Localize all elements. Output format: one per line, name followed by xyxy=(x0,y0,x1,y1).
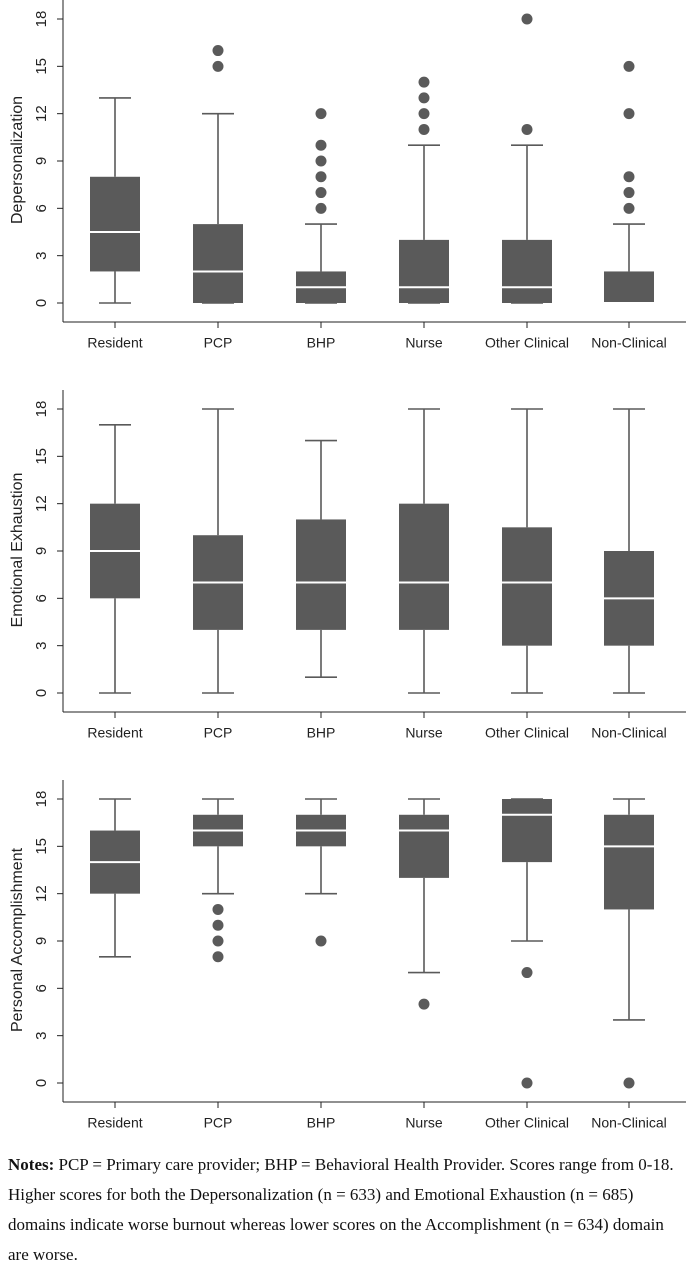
y-tick-label: 9 xyxy=(33,937,50,945)
y-tick-label: 3 xyxy=(33,641,50,649)
y-axis-title: Emotional Exhaustion xyxy=(9,473,26,628)
chart-panel-3: 0 3 6 9 12 15 18 Personal Accomplishment Residen… xyxy=(9,780,686,1131)
outlier-point xyxy=(315,108,327,120)
y-tick-label: 3 xyxy=(33,1031,50,1039)
y-tick-label: 18 xyxy=(33,791,50,808)
outlier-point xyxy=(315,935,327,947)
y-tick-label: 18 xyxy=(33,11,50,28)
outlier-point xyxy=(521,1077,533,1089)
x-tick-label: Nurse xyxy=(405,725,443,741)
chart-panel-2: 0 3 6 9 12 15 18 Emotional Exhaustion Resident PC… xyxy=(9,390,686,741)
y-tick-label: 0 xyxy=(33,1079,50,1087)
outlier-point xyxy=(521,967,533,979)
y-tick-label: 6 xyxy=(33,204,50,212)
box-iqr xyxy=(604,271,654,303)
y-axis-title: Personal Accomplishment xyxy=(9,847,26,1032)
y-tick-label: 12 xyxy=(33,885,50,902)
outlier-point xyxy=(212,903,224,915)
box-iqr xyxy=(604,814,654,910)
x-tick-label: Non-Clinical xyxy=(591,1115,666,1131)
y-tick-label: 0 xyxy=(33,299,50,307)
notes-label: Notes: xyxy=(8,1155,55,1174)
x-tick-label: PCP xyxy=(204,725,233,741)
y-tick-label: 18 xyxy=(33,401,50,418)
y-axis-title: Depersonalization xyxy=(9,96,26,224)
y-tick-label: 15 xyxy=(33,58,50,75)
box-plot-figure: 0 3 6 9 12 15 18 Depersonalization Resident PCP BH… xyxy=(9,0,686,1131)
outlier-point xyxy=(418,76,430,88)
outlier-point xyxy=(623,1077,635,1089)
y-tick-label: 6 xyxy=(33,984,50,992)
x-tick-label: BHP xyxy=(307,1115,336,1131)
y-tick-label: 15 xyxy=(33,448,50,465)
outlier-point xyxy=(623,60,635,72)
x-tick-label: Non-Clinical xyxy=(591,725,666,741)
box-iqr xyxy=(399,814,449,878)
outlier-point xyxy=(521,123,533,135)
outlier-point xyxy=(212,45,224,57)
notes-text: PCP = Primary care provider; BHP = Behav… xyxy=(8,1155,674,1264)
figure-notes: Notes: PCP = Primary care provider; BHP … xyxy=(8,1150,688,1270)
outlier-point xyxy=(623,202,635,214)
x-tick-label: Non-Clinical xyxy=(591,335,666,351)
outlier-point xyxy=(521,13,533,25)
outlier-point xyxy=(212,951,224,963)
outlier-point xyxy=(418,998,430,1010)
x-tick-label: Other Clinical xyxy=(485,725,569,741)
x-tick-label: BHP xyxy=(307,725,336,741)
box-iqr xyxy=(502,799,552,863)
box-iqr xyxy=(296,519,346,630)
x-tick-label: Nurse xyxy=(405,1115,443,1131)
y-tick-label: 12 xyxy=(33,105,50,122)
x-tick-label: Resident xyxy=(87,1115,142,1131)
box-iqr xyxy=(90,176,140,272)
outlier-point xyxy=(418,108,430,120)
box-iqr xyxy=(502,239,552,303)
outlier-point xyxy=(418,123,430,135)
outlier-point xyxy=(212,935,224,947)
chart-panel-1: 0 3 6 9 12 15 18 Depersonalization Resident PCP BH… xyxy=(9,0,686,351)
outlier-point xyxy=(623,187,635,199)
x-tick-label: Nurse xyxy=(405,335,443,351)
outlier-point xyxy=(623,171,635,183)
x-tick-label: Other Clinical xyxy=(485,1115,569,1131)
x-tick-label: PCP xyxy=(204,335,233,351)
outlier-point xyxy=(315,155,327,167)
outlier-point xyxy=(315,202,327,214)
y-tick-label: 12 xyxy=(33,495,50,512)
outlier-point xyxy=(315,139,327,151)
x-tick-label: Resident xyxy=(87,335,142,351)
outlier-point xyxy=(623,108,635,120)
x-tick-label: Other Clinical xyxy=(485,335,569,351)
x-tick-label: PCP xyxy=(204,1115,233,1131)
outlier-point xyxy=(315,171,327,183)
box-iqr xyxy=(502,527,552,646)
outlier-point xyxy=(315,187,327,199)
y-tick-label: 0 xyxy=(33,689,50,697)
box-iqr xyxy=(193,224,243,303)
box-iqr xyxy=(399,239,449,303)
x-tick-label: BHP xyxy=(307,335,336,351)
y-tick-label: 15 xyxy=(33,838,50,855)
outlier-point xyxy=(212,60,224,72)
y-tick-label: 3 xyxy=(33,251,50,259)
y-tick-label: 6 xyxy=(33,594,50,602)
outlier-point xyxy=(418,92,430,104)
y-tick-label: 9 xyxy=(33,547,50,555)
outlier-point xyxy=(212,919,224,931)
y-tick-label: 9 xyxy=(33,157,50,165)
box-iqr xyxy=(399,503,449,630)
x-tick-label: Resident xyxy=(87,725,142,741)
